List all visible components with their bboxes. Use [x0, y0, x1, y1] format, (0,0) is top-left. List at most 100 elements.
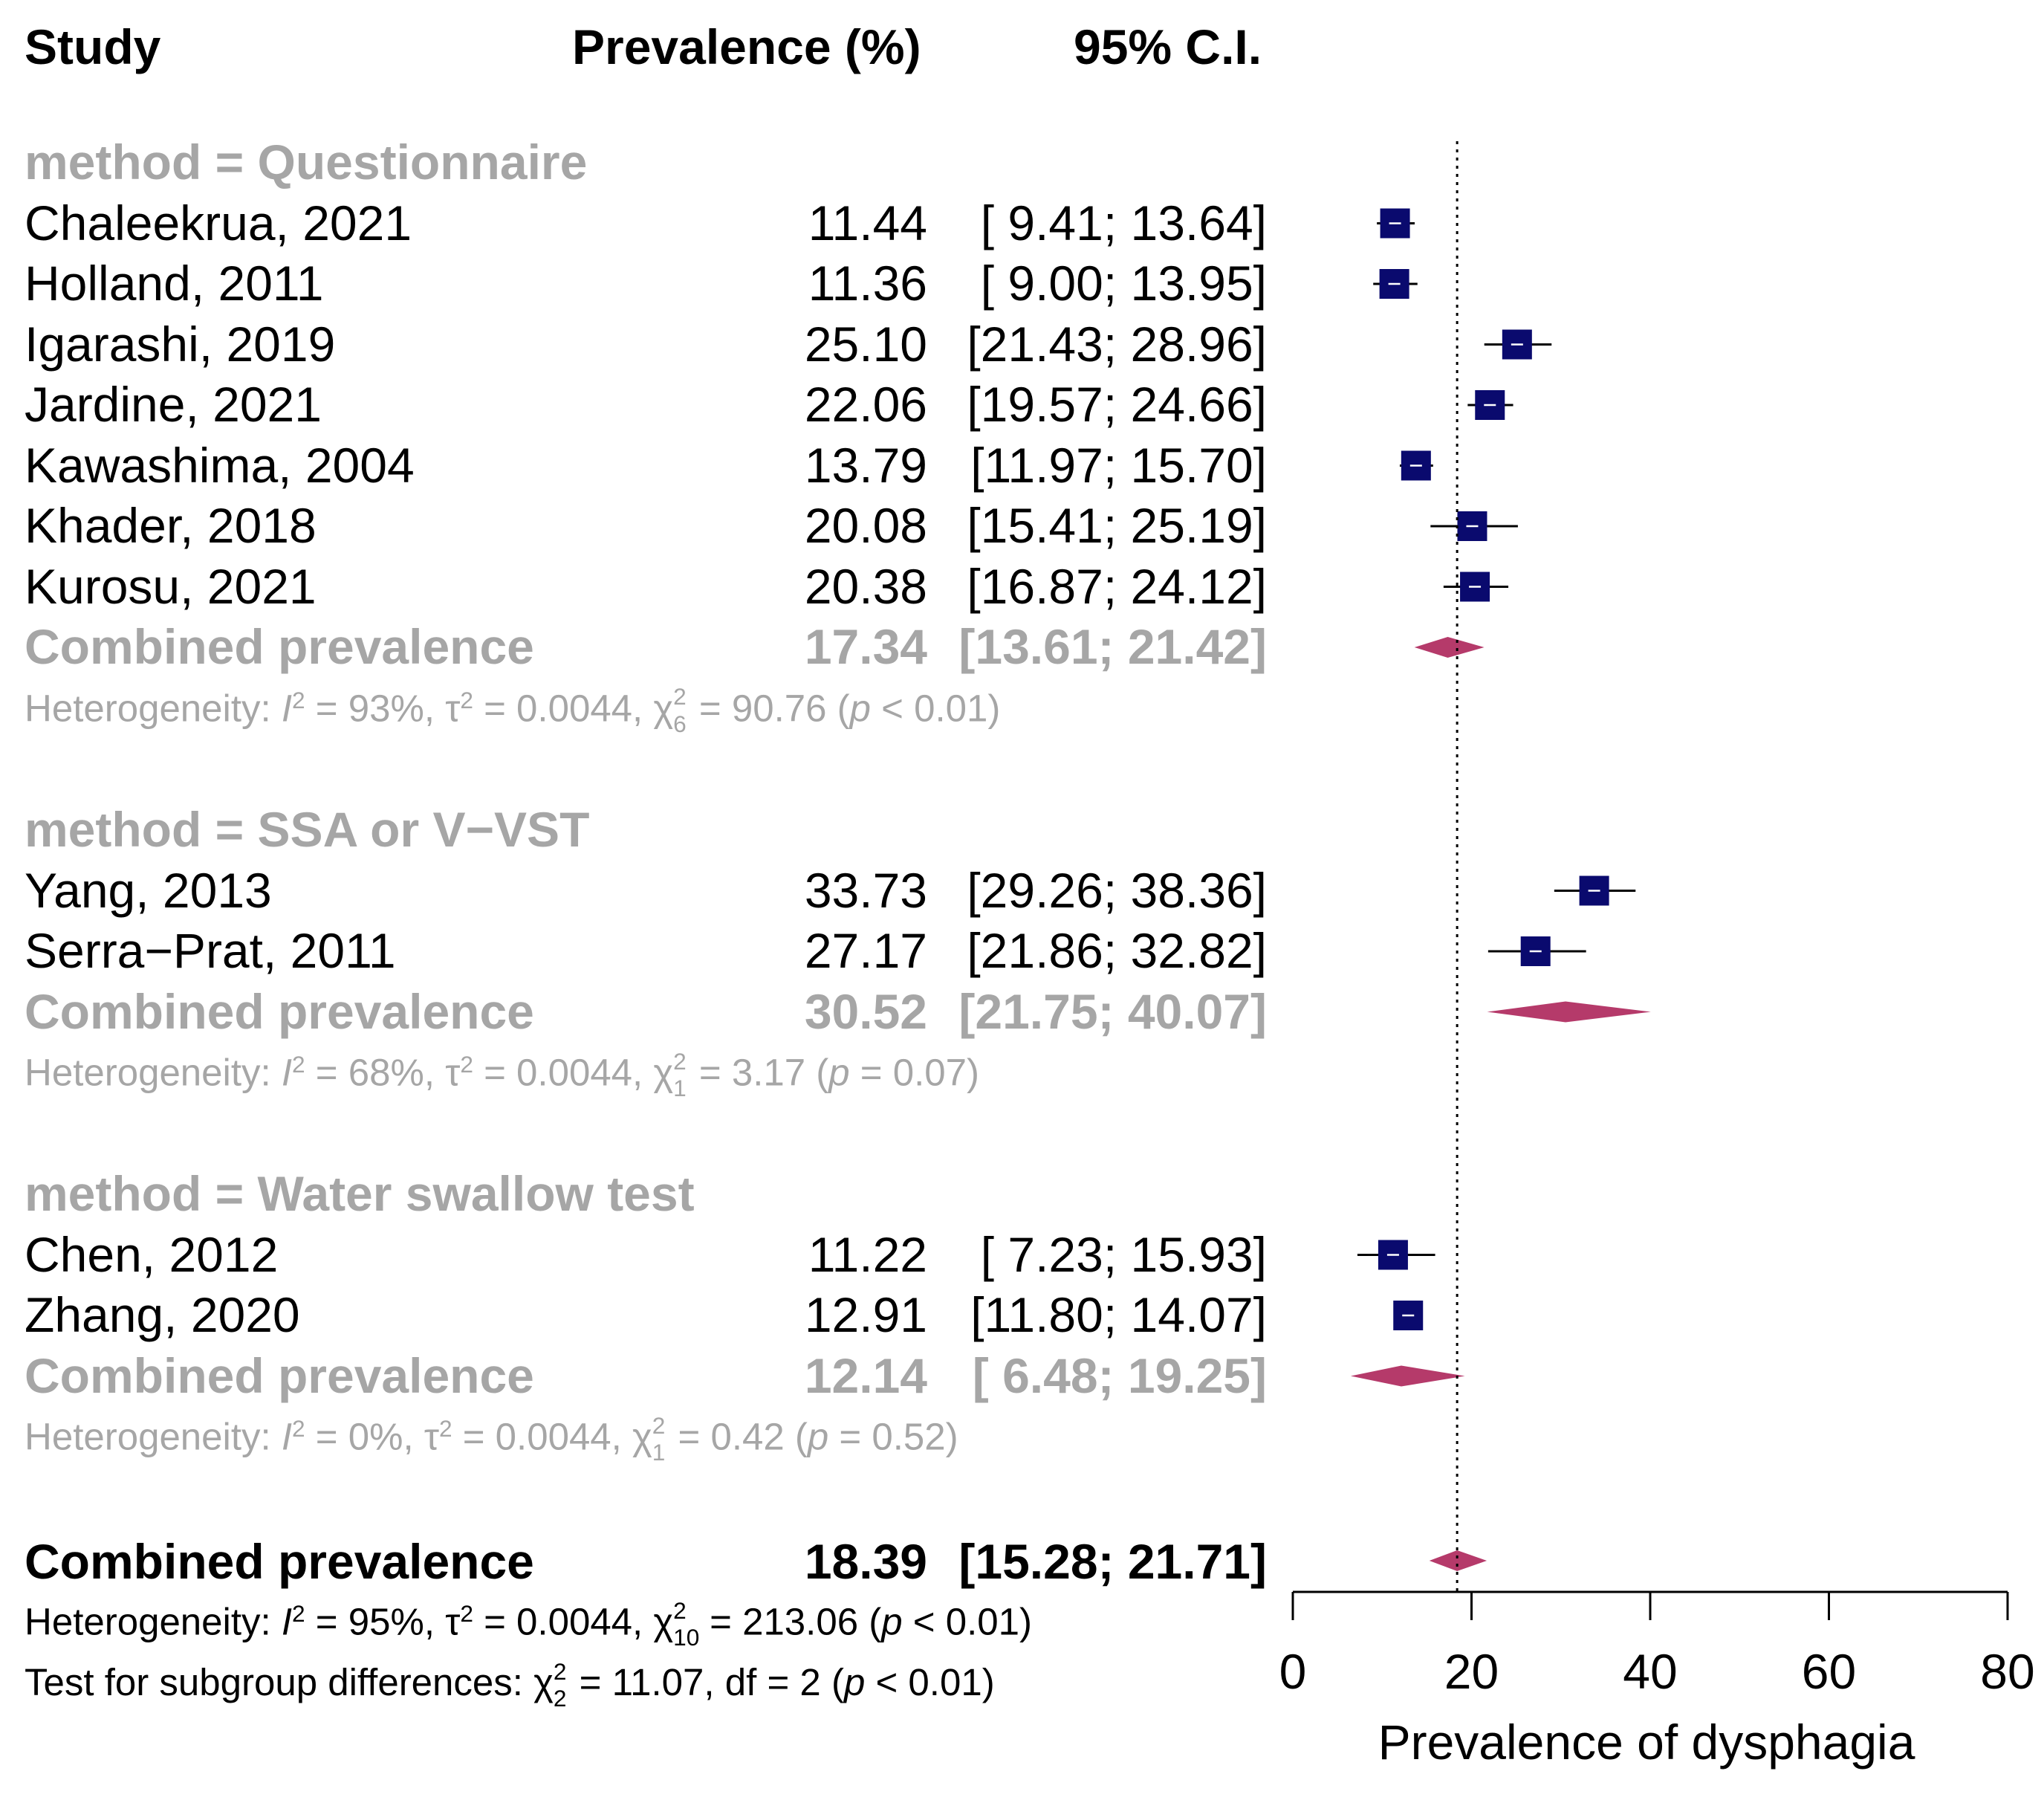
chi-sup: 2 — [673, 1596, 687, 1624]
study-ci: [ 7.23; 15.93] — [980, 1226, 1267, 1282]
p-value: < 0.01) — [902, 1600, 1032, 1643]
study-ci: [29.26; 38.36] — [967, 862, 1267, 918]
chi-symbol: χ — [653, 1600, 674, 1643]
study-estimate: 11.36 — [808, 256, 927, 311]
study-ci: [11.80; 14.07] — [970, 1287, 1267, 1342]
tau-sup: 2 — [460, 1600, 473, 1627]
chi-sup: 2 — [673, 683, 687, 710]
chi-sup: 2 — [553, 1657, 567, 1685]
study-estimate: 20.08 — [804, 498, 927, 553]
header-study: Study — [25, 19, 161, 74]
i2-value: = 68%, — [305, 1051, 446, 1094]
combined-diamond — [1429, 1550, 1487, 1571]
i2-value: = 93%, — [305, 686, 446, 729]
combined-diamond — [1350, 1365, 1465, 1387]
group-label: method = SSA or V−VST — [25, 802, 590, 857]
chi-symbol: χ — [533, 1661, 554, 1703]
study-name: Holland, 2011 — [25, 256, 324, 311]
chi-symbol: χ — [653, 1051, 674, 1094]
study-name: Serra−Prat, 2011 — [25, 923, 396, 978]
i2-sup: 2 — [292, 1051, 305, 1078]
study-name: Yang, 2013 — [25, 862, 272, 918]
combined-ci: [ 6.48; 19.25] — [972, 1347, 1267, 1403]
i2-value: = 0%, — [305, 1415, 424, 1458]
x-tick-label: 20 — [1444, 1644, 1499, 1699]
het-prefix: Heterogeneity: — [25, 1600, 282, 1643]
study-name: Kurosu, 2021 — [25, 558, 317, 614]
study-ci: [11.97; 15.70] — [970, 437, 1267, 493]
study-name: Zhang, 2020 — [25, 1287, 300, 1342]
subgroup-prefix: Test for subgroup differences: — [25, 1661, 534, 1703]
x-axis-label: Prevalence of dysphagia — [1378, 1715, 1915, 1770]
combined-ci: [21.75; 40.07] — [958, 983, 1267, 1039]
chi-sup: 2 — [652, 1411, 666, 1439]
chi-value: = 3.17 ( — [688, 1051, 829, 1094]
het-prefix: Heterogeneity: — [25, 1051, 282, 1094]
i2-sup: 2 — [292, 686, 305, 713]
study-estimate: 22.06 — [804, 377, 927, 432]
x-tick-label: 80 — [1980, 1644, 2034, 1699]
tau-symbol: τ — [424, 1415, 439, 1458]
group-label: method = Water swallow test — [25, 1166, 695, 1221]
p-symbol: p — [881, 1600, 903, 1643]
x-tick-label: 0 — [1279, 1644, 1307, 1699]
x-tick-label: 60 — [1802, 1644, 1856, 1699]
study-estimate: 27.17 — [804, 923, 927, 978]
study-estimate: 11.44 — [808, 195, 927, 250]
study-ci: [ 9.41; 13.64] — [980, 195, 1267, 250]
i2-symbol: I — [281, 686, 293, 729]
p-symbol: p — [807, 1415, 829, 1458]
chi-subsup: 2 10 — [673, 1599, 699, 1649]
study-estimate: 20.38 — [804, 558, 927, 614]
i2-symbol: I — [281, 1051, 293, 1094]
header-prevalence: Prevalence (%) — [572, 19, 921, 74]
combined-ci: [13.61; 21.42] — [958, 619, 1267, 674]
study-ci: [ 9.00; 13.95] — [980, 256, 1267, 311]
study-estimate: 13.79 — [804, 437, 927, 493]
combined-label: Combined prevalence — [25, 983, 534, 1039]
combined-estimate: 30.52 — [804, 983, 927, 1039]
i2-sup: 2 — [292, 1415, 305, 1442]
p-symbol: p — [828, 1051, 850, 1094]
subgroup-value: = 11.07, df = 2 ( — [568, 1661, 844, 1703]
tau-sup: 2 — [438, 1415, 452, 1442]
combined-estimate: 12.14 — [804, 1347, 927, 1403]
chi-df: 1 — [652, 1439, 666, 1466]
p-value: < 0.01) — [871, 686, 1001, 729]
combined-diamond — [1414, 637, 1485, 658]
study-name: Khader, 2018 — [25, 498, 317, 553]
tau-sup: 2 — [460, 686, 473, 713]
study-name: Chaleekrua, 2021 — [25, 195, 412, 250]
i2-symbol: I — [281, 1600, 293, 1643]
chi-df: 2 — [553, 1684, 567, 1712]
study-estimate: 12.91 — [804, 1287, 927, 1342]
tau-value: = 0.0044, — [473, 1600, 654, 1643]
het-prefix: Heterogeneity: — [25, 1415, 282, 1458]
study-name: Kawashima, 2004 — [25, 437, 415, 493]
study-name: Jardine, 2021 — [25, 377, 322, 432]
p-symbol: p — [843, 1661, 866, 1703]
tau-symbol: τ — [445, 686, 461, 729]
overall-estimate: 18.39 — [804, 1534, 927, 1589]
group-label: method = Questionnaire — [25, 135, 588, 190]
combined-diamond — [1487, 1001, 1651, 1023]
chi-df: 6 — [673, 710, 687, 737]
study-name: Chen, 2012 — [25, 1226, 279, 1282]
chi-sup: 2 — [673, 1047, 687, 1075]
study-ci: [19.57; 24.66] — [967, 377, 1267, 432]
combined-label: Combined prevalence — [25, 619, 534, 674]
chi-symbol: χ — [632, 1415, 652, 1458]
study-ci: [15.41; 25.19] — [967, 498, 1267, 553]
overall-ci: [15.28; 21.71] — [958, 1534, 1267, 1589]
